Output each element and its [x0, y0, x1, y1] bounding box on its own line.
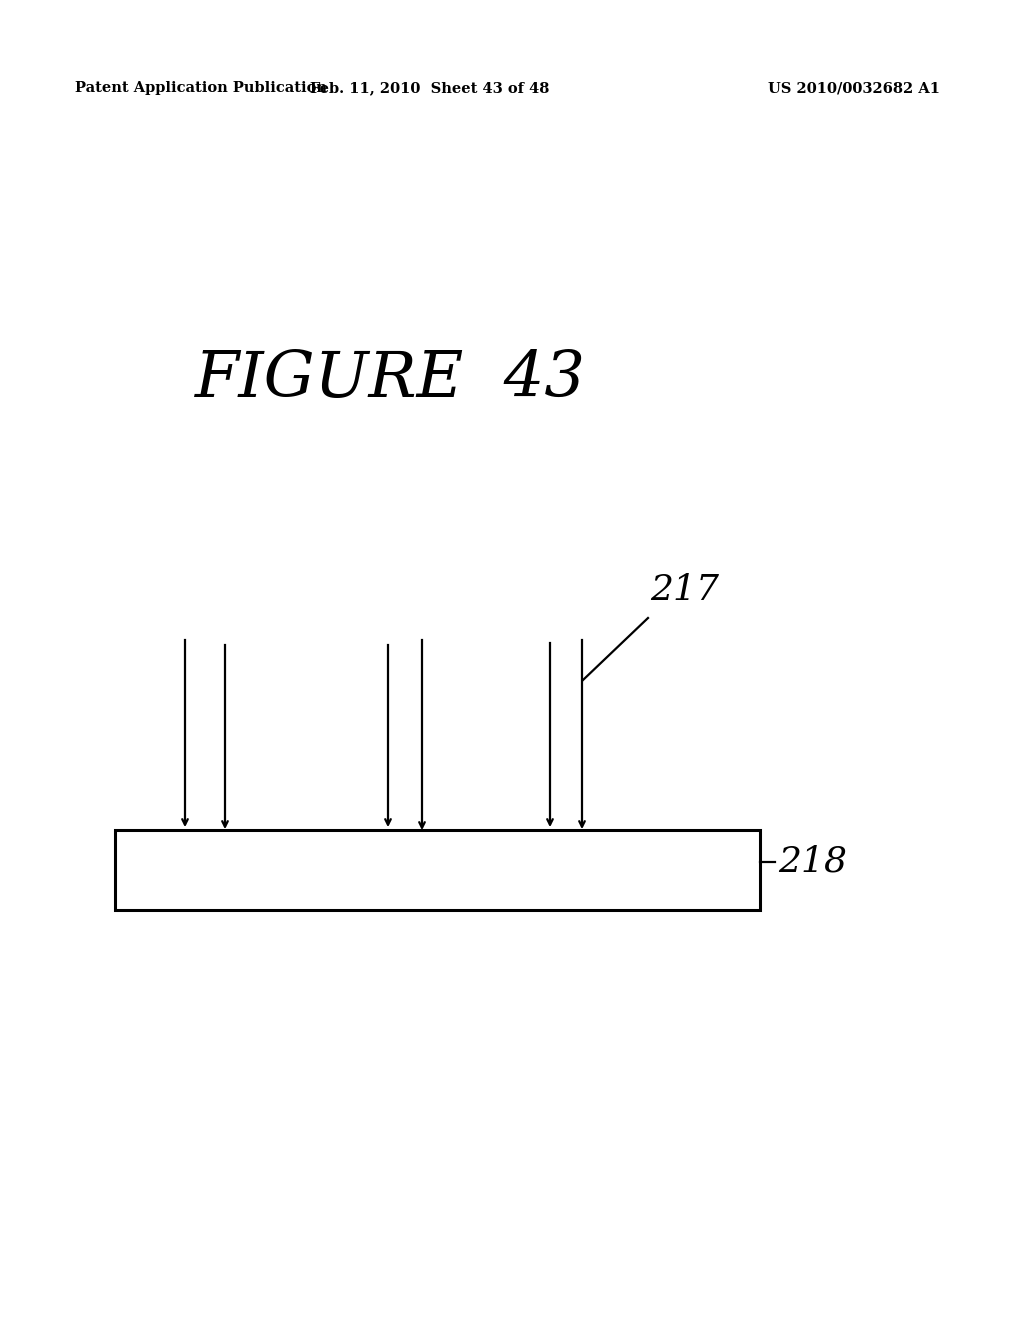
Text: US 2010/0032682 A1: US 2010/0032682 A1: [768, 81, 940, 95]
Text: 217: 217: [650, 573, 719, 607]
Text: 218: 218: [778, 845, 847, 879]
Bar: [115, 830, 760, 909]
Text: Feb. 11, 2010  Sheet 43 of 48: Feb. 11, 2010 Sheet 43 of 48: [310, 81, 550, 95]
Text: Patent Application Publication: Patent Application Publication: [75, 81, 327, 95]
Text: FIGURE  43: FIGURE 43: [195, 350, 586, 411]
